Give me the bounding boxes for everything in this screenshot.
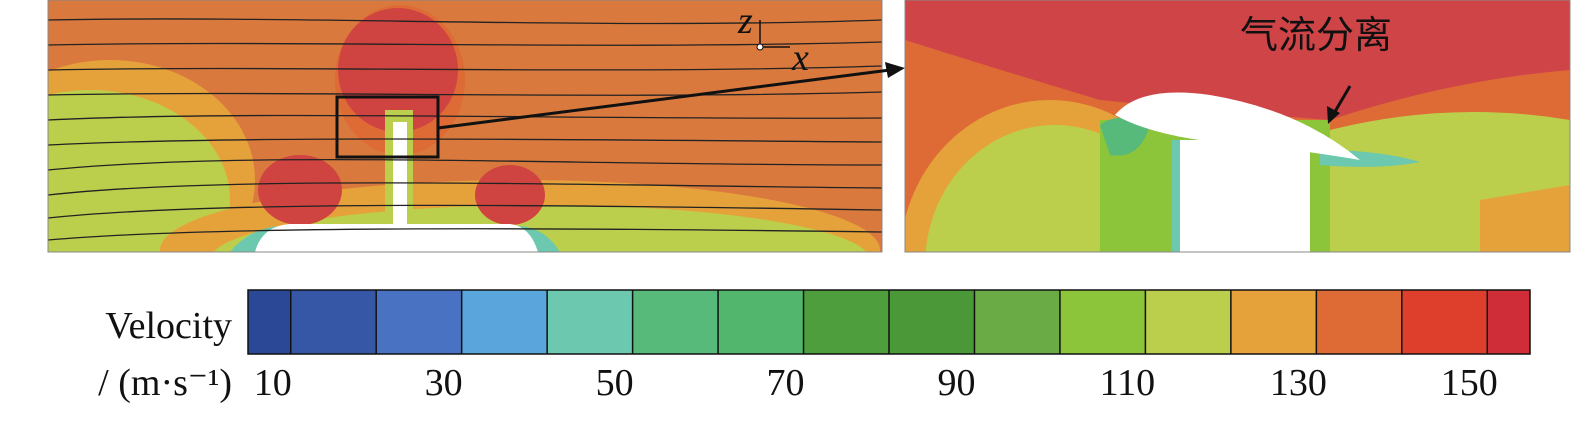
- colorbar-bin: [632, 290, 719, 354]
- colorbar-bin: [290, 290, 377, 354]
- colorbar-frame: [247, 289, 1531, 355]
- annotation-arrow: [1331, 85, 1352, 116]
- colorbar-label: Velocity: [105, 305, 232, 347]
- tick-label: 90: [937, 362, 975, 404]
- tick-label: 30: [425, 362, 463, 404]
- axis-label: x: [791, 37, 809, 79]
- colorbar: 10 30 50 70 90 110 130 150: [247, 289, 1531, 404]
- colorbar-unit: / (m·s⁻¹): [98, 362, 232, 404]
- colorbar-bin: [1230, 290, 1317, 354]
- right-frame: [904, 0, 1571, 253]
- colorbar-bin: [376, 290, 462, 354]
- colorbar-bin: [803, 290, 889, 354]
- annotation: 气流分离: [1240, 15, 1392, 57]
- colorbar-bin: [1059, 290, 1146, 354]
- right-contour: [905, 0, 1570, 252]
- colorbar-bin: [1401, 290, 1488, 354]
- axis-label: z: [737, 0, 753, 42]
- tick-label: 130: [1270, 362, 1327, 404]
- colorbar-bin: [1487, 290, 1530, 354]
- left-contour: [48, 0, 882, 252]
- colorbar-bin: [248, 290, 291, 354]
- zoom-arrow: [437, 68, 891, 130]
- tick-label: 10: [254, 362, 292, 404]
- colorbar-bin: [1145, 290, 1231, 354]
- tick-label: 50: [596, 362, 634, 404]
- colorbar-bin: [1316, 290, 1402, 354]
- tick-label: 70: [767, 362, 805, 404]
- colorbar-bin: [889, 290, 975, 354]
- left-frame: [47, 0, 883, 253]
- tick-label: 150: [1441, 362, 1498, 404]
- colorbar-bin: [547, 290, 633, 354]
- tick-label: 110: [1100, 362, 1156, 404]
- colorbar-bin: [718, 290, 804, 354]
- colorbar-bin: [461, 290, 548, 354]
- colorbar-bin: [974, 290, 1060, 354]
